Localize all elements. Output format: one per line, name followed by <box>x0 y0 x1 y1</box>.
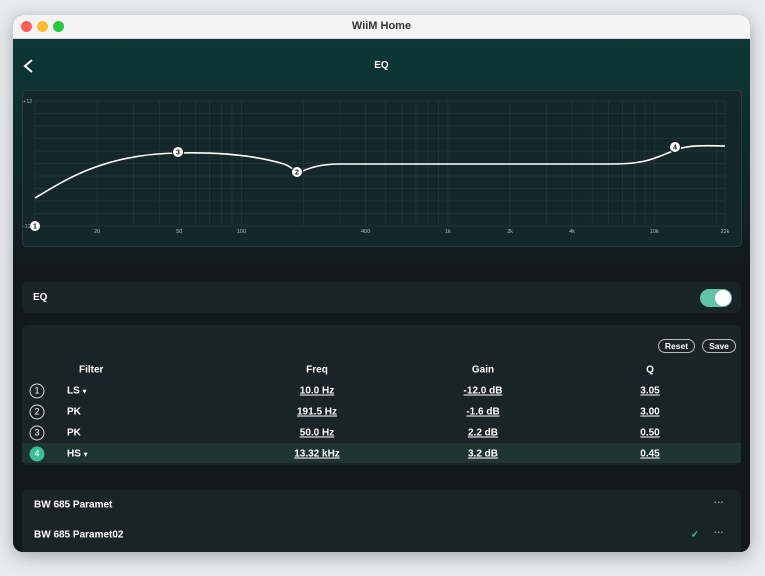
window-title: WiiM Home <box>351 20 412 32</box>
active-check: ✓ <box>690 529 700 541</box>
column-header: Filter <box>79 364 104 376</box>
preset-list: BW 685 Paramet ··· BW 685 Paramet02 ··· ✓ <box>22 490 741 552</box>
filter-type: PK <box>67 407 81 418</box>
dropdown-arrow: ▾ <box>82 388 87 396</box>
eq-node-label: 2 <box>295 170 299 177</box>
filter-value[interactable]: 191.5 Hz <box>296 406 338 418</box>
filter-number[interactable]: 1 <box>29 383 45 399</box>
filter-value[interactable]: 0.50 <box>640 427 660 439</box>
dropdown-arrow: ▾ <box>83 451 88 459</box>
eq-node-label: 4 <box>673 145 677 152</box>
eq-node[interactable] <box>669 141 681 153</box>
x-axis-label: 22k <box>721 229 730 235</box>
graph-frame <box>22 90 742 247</box>
x-axis-label: 50 <box>176 229 182 235</box>
title-bar: WiiM Home <box>13 15 750 39</box>
eq-node[interactable] <box>29 220 41 232</box>
minimize-button[interactable] <box>37 21 48 32</box>
eq-toggle-switch[interactable] <box>700 289 732 307</box>
more-button[interactable]: ··· <box>714 527 724 539</box>
filter-value[interactable]: 3.05 <box>640 385 660 397</box>
filter-number[interactable]: 3 <box>29 425 45 441</box>
eq-toggle-label: EQ <box>33 292 48 303</box>
selected-row <box>22 443 741 463</box>
filter-type: PK <box>67 428 81 439</box>
filter-value[interactable]: 3.2 dB <box>467 448 499 460</box>
eq-node[interactable] <box>172 146 184 158</box>
filter-type-text: HS <box>67 448 81 460</box>
preset-name[interactable]: BW 685 Paramet02 <box>34 529 124 541</box>
eq-toggle-row: EQ <box>22 282 741 313</box>
table-button[interactable]: Reset <box>658 339 695 353</box>
filter-value[interactable]: 3.00 <box>640 406 660 418</box>
y-axis-label: -12 <box>23 224 31 230</box>
column-header: Freq <box>306 364 328 376</box>
filter-value[interactable]: 0.45 <box>640 448 660 460</box>
filter-type-text: LS <box>67 385 80 397</box>
table-button[interactable]: Save <box>702 339 736 353</box>
x-axis-label: 100 <box>237 229 246 235</box>
filter-number[interactable]: 4 <box>29 446 45 462</box>
x-axis-label: 1k <box>445 229 451 235</box>
filter-value[interactable]: 2.2 dB <box>467 427 499 439</box>
filter-value[interactable]: -12.0 dB <box>463 385 503 397</box>
filter-type-text: PK <box>67 406 81 418</box>
eq-graph: 1 2 3 4 +12 -12 20 50 100 400 1k 2k 4k 10k 22k <box>22 90 742 247</box>
column-header: Q <box>646 364 654 376</box>
filter-value[interactable]: 10.0 Hz <box>299 385 335 397</box>
filter-value[interactable]: 50.0 Hz <box>299 427 335 439</box>
eq-node-label: 3 <box>176 150 180 157</box>
x-axis-label: 2k <box>507 229 513 235</box>
zoom-button[interactable] <box>53 21 64 32</box>
y-axis-label: +12 <box>23 99 32 105</box>
filter-type[interactable]: LS ▾ <box>67 386 86 397</box>
filter-type-text: PK <box>67 427 81 439</box>
filter-type[interactable]: HS ▾ <box>67 449 87 460</box>
filter-table: Reset Save Filter Freq Gain Q 1 LS ▾ 10.0 Hz -12.0… <box>22 325 741 465</box>
x-axis-label: 400 <box>361 229 370 235</box>
close-button[interactable] <box>21 21 32 32</box>
x-axis-label: 4k <box>569 229 575 235</box>
eq-node-label: 1 <box>33 224 37 231</box>
column-header: Gain <box>471 364 495 376</box>
eq-node[interactable] <box>291 166 303 178</box>
filter-value[interactable]: 13.32 kHz <box>294 448 340 460</box>
more-button[interactable]: ··· <box>714 497 724 509</box>
preset-name[interactable]: BW 685 Paramet <box>34 499 113 511</box>
filter-value[interactable]: -1.6 dB <box>466 406 500 418</box>
x-axis-label: 10k <box>650 229 659 235</box>
filter-number[interactable]: 2 <box>29 404 45 420</box>
app-window: WiiM Home EQ 1 2 3 4 +12 -12 20 50 100 400 1k 2k 4k… <box>13 15 750 552</box>
back-button[interactable] <box>22 58 36 74</box>
page-title: EQ <box>374 60 389 71</box>
x-axis-label: 20 <box>94 229 100 235</box>
